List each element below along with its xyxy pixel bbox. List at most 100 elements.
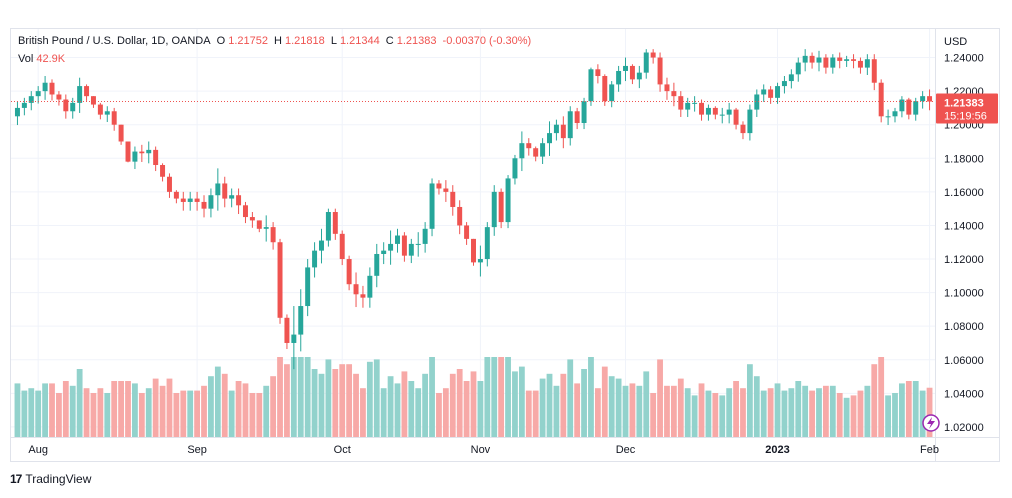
candle[interactable] <box>125 141 131 163</box>
candle[interactable] <box>636 65 642 89</box>
candle[interactable] <box>657 52 663 92</box>
candle[interactable] <box>111 107 117 131</box>
candle[interactable] <box>49 79 55 101</box>
candle[interactable] <box>367 267 373 308</box>
candle[interactable] <box>284 314 290 350</box>
candle[interactable] <box>42 76 48 100</box>
candle[interactable] <box>740 121 746 140</box>
candle[interactable] <box>477 245 483 277</box>
candle[interactable] <box>685 97 691 117</box>
candle[interactable] <box>498 188 504 229</box>
candle[interactable] <box>139 144 145 162</box>
candle[interactable] <box>180 191 186 211</box>
candle[interactable] <box>353 272 359 308</box>
candle[interactable] <box>788 69 794 89</box>
candle[interactable] <box>70 97 76 119</box>
candle[interactable] <box>381 242 387 265</box>
candle[interactable] <box>484 222 490 267</box>
candle[interactable] <box>132 146 138 170</box>
candle[interactable] <box>63 94 69 119</box>
candle[interactable] <box>588 67 594 106</box>
candle[interactable] <box>871 54 877 91</box>
lightning-badge-icon[interactable] <box>922 414 940 432</box>
candle[interactable] <box>464 222 470 245</box>
candle[interactable] <box>194 191 200 211</box>
candle[interactable] <box>187 191 193 211</box>
candle[interactable] <box>768 86 774 104</box>
candle[interactable] <box>775 82 781 104</box>
candle[interactable] <box>878 79 884 123</box>
candle[interactable] <box>560 116 566 149</box>
candle[interactable] <box>97 102 103 120</box>
candle[interactable] <box>374 243 380 288</box>
candle[interactable] <box>747 104 753 141</box>
candle[interactable] <box>21 97 27 116</box>
candle[interactable] <box>733 107 739 130</box>
candle[interactable] <box>809 52 815 69</box>
candle[interactable] <box>28 91 34 111</box>
candle[interactable] <box>802 49 808 72</box>
candle[interactable] <box>671 82 677 107</box>
candle[interactable] <box>312 242 318 278</box>
candle[interactable] <box>816 50 822 72</box>
candle[interactable] <box>166 173 172 198</box>
volume-legend[interactable]: Vol 42.9K <box>18 53 65 65</box>
candle[interactable] <box>519 131 525 172</box>
candle[interactable] <box>540 138 546 164</box>
candle[interactable] <box>864 54 870 76</box>
candle[interactable] <box>851 54 857 69</box>
candle[interactable] <box>913 97 919 121</box>
candle[interactable] <box>298 289 304 352</box>
candle[interactable] <box>305 259 311 317</box>
candle[interactable] <box>899 96 905 118</box>
candle[interactable] <box>173 190 179 204</box>
candle[interactable] <box>726 102 732 124</box>
candle[interactable] <box>553 119 559 141</box>
candle[interactable] <box>443 180 449 202</box>
candle[interactable] <box>512 154 518 185</box>
candle[interactable] <box>395 228 400 253</box>
candle[interactable] <box>291 306 297 370</box>
candle[interactable] <box>505 175 511 229</box>
candle[interactable] <box>325 208 331 247</box>
candle[interactable] <box>567 106 573 146</box>
candle[interactable] <box>920 91 926 109</box>
candle[interactable] <box>457 200 463 235</box>
candle[interactable] <box>229 188 235 208</box>
candle[interactable] <box>270 222 276 250</box>
candle[interactable] <box>678 91 684 117</box>
candle[interactable] <box>401 232 407 262</box>
candle[interactable] <box>408 238 414 264</box>
candle[interactable] <box>857 57 863 74</box>
candle[interactable] <box>388 230 394 265</box>
candle[interactable] <box>346 255 352 291</box>
candle[interactable] <box>837 52 843 69</box>
candle[interactable] <box>650 49 656 64</box>
candle[interactable] <box>249 212 255 228</box>
candle[interactable] <box>277 238 283 324</box>
candle[interactable] <box>692 96 698 112</box>
candle[interactable] <box>84 84 90 101</box>
candle[interactable] <box>56 91 62 106</box>
candle[interactable] <box>222 176 228 208</box>
candle[interactable] <box>712 106 718 120</box>
candle[interactable] <box>643 49 649 79</box>
candle[interactable] <box>332 208 338 240</box>
candle[interactable] <box>263 215 269 242</box>
candle[interactable] <box>664 77 670 100</box>
candle[interactable] <box>422 222 428 253</box>
price-chart[interactable]: 1.240001.220001.200001.180001.160001.140… <box>11 29 999 461</box>
candle[interactable] <box>450 185 456 216</box>
candle[interactable] <box>146 141 152 164</box>
candle[interactable] <box>795 57 801 82</box>
candle[interactable] <box>823 54 829 74</box>
candle[interactable] <box>533 146 539 162</box>
candle[interactable] <box>256 220 262 233</box>
candle[interactable] <box>602 74 608 106</box>
candle[interactable] <box>118 124 124 145</box>
candle[interactable] <box>208 188 214 218</box>
candle[interactable] <box>581 97 587 130</box>
candle[interactable] <box>885 109 891 126</box>
candle[interactable] <box>719 107 725 124</box>
